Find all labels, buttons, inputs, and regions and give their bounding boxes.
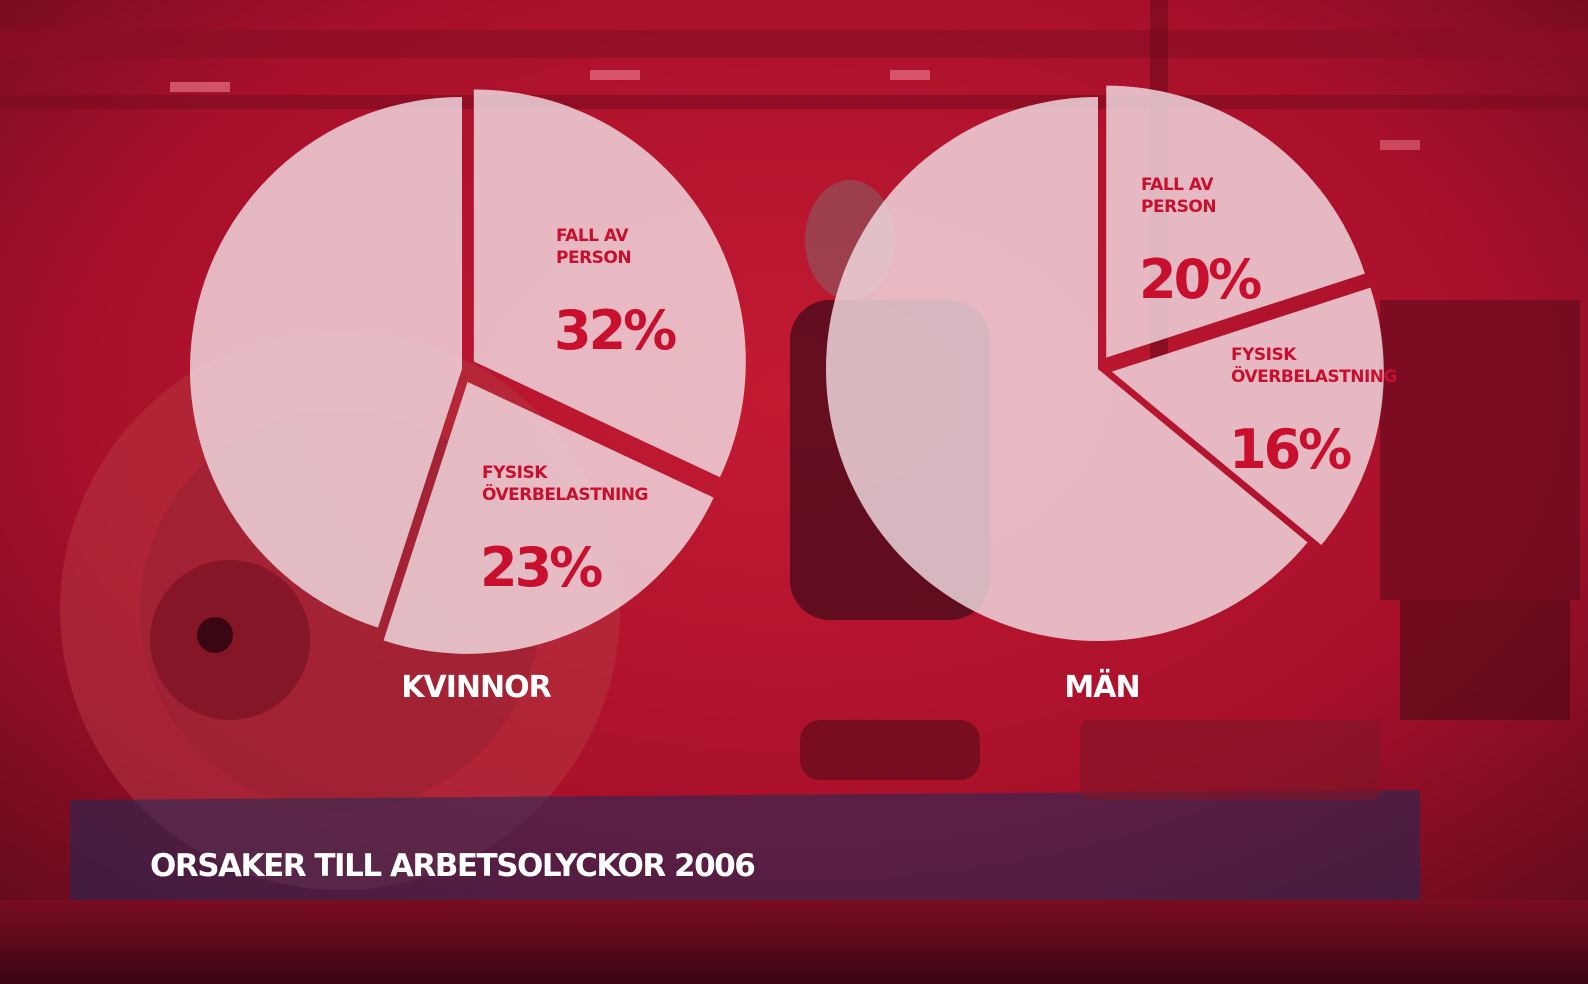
pie-slice xyxy=(826,97,1308,641)
slice-label: ÖVERBELASTNING xyxy=(1231,365,1397,387)
chart-title: ORSAKER TILL ARBETSOLYCKOR 2006 xyxy=(150,848,756,884)
slice-label: FALL AV xyxy=(1141,175,1214,195)
pie-slice xyxy=(1111,287,1384,546)
slice-label: FYSISK xyxy=(482,463,548,483)
slice-value-label: 23% xyxy=(480,536,602,599)
slice-value-label: 16% xyxy=(1229,418,1351,481)
slice-label: FYSISK xyxy=(1231,345,1297,365)
pie-group-label: MÄN xyxy=(1064,669,1139,705)
pie-slice xyxy=(473,89,746,478)
pie-group-label: KVINNOR xyxy=(401,670,551,705)
pie-slice xyxy=(190,97,462,628)
slice-label: FALL AV xyxy=(556,226,629,246)
pie-slice xyxy=(1106,85,1365,358)
slice-label: ÖVERBELASTNING xyxy=(482,483,648,505)
slice-label: PERSON xyxy=(556,248,631,268)
slice-value-label: 20% xyxy=(1139,248,1261,311)
slice-label: PERSON xyxy=(1141,197,1216,217)
pie-slice xyxy=(383,381,714,654)
slice-value-label: 32% xyxy=(554,299,676,362)
